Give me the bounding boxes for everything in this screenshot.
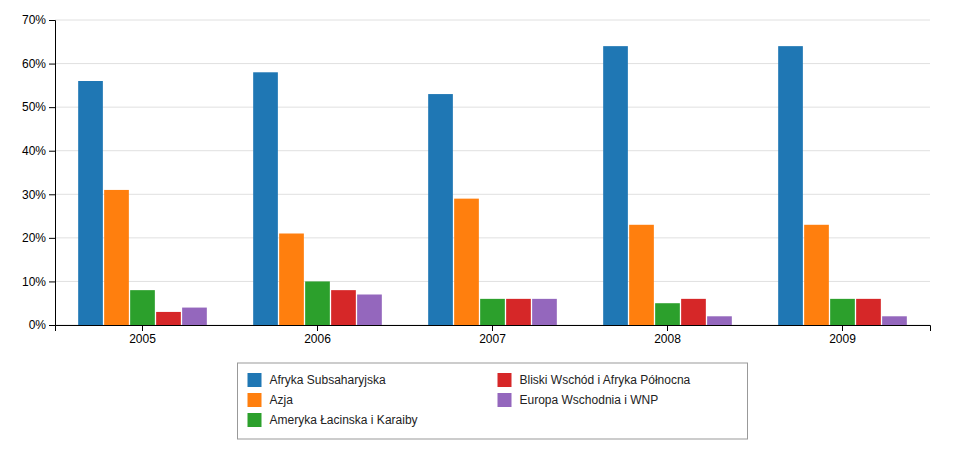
tick: 20%: [22, 231, 55, 245]
tick: 2005: [129, 325, 156, 346]
y-axis: 0% 10% 20% 30% 40% 50% 60% 70%: [22, 13, 56, 332]
x-axis: 2005 2006 2007 2008 2009: [56, 325, 931, 346]
bar: [856, 299, 881, 325]
tick-mark: [49, 107, 55, 108]
bar: [804, 225, 829, 325]
grid: [55, 20, 930, 325]
legend-swatch: [498, 393, 512, 407]
legend-label: Bliski Wschód i Afryka Północna: [520, 373, 691, 387]
tick-mark: [49, 151, 55, 152]
legend: Afryka Subsaharyjska Azja Ameryka Łacinska…: [238, 363, 748, 439]
tick-label: 2006: [304, 332, 331, 346]
bar: [331, 290, 356, 325]
tick-label: 2009: [829, 332, 856, 346]
legend-swatch: [498, 373, 512, 387]
legend-item: Afryka Subsaharyjska: [248, 373, 386, 387]
tick-mark: [842, 325, 843, 331]
legend-item: Europa Wschodnia i WNP: [498, 393, 659, 407]
tick: 0%: [29, 318, 55, 332]
legend-swatch: [248, 393, 262, 407]
bar: [253, 72, 278, 325]
bar: [454, 199, 479, 325]
legend-frame: [238, 363, 748, 439]
tick: 70%: [22, 13, 55, 27]
tick-mark: [49, 238, 55, 239]
tick: 50%: [22, 100, 55, 114]
tick: 2006: [304, 325, 331, 346]
tick: 40%: [22, 144, 55, 158]
tick: 10%: [22, 275, 55, 289]
tick: 60%: [22, 57, 55, 71]
tick-mark: [142, 325, 143, 331]
tick-mark: [49, 325, 55, 326]
tick-label: 2007: [479, 332, 506, 346]
tick: 2009: [829, 325, 856, 346]
legend-label: Afryka Subsaharyjska: [270, 373, 386, 387]
bar-series: [182, 295, 907, 326]
grid-line: [55, 20, 930, 21]
tick-mark: [667, 325, 668, 331]
bar-series: [156, 290, 881, 325]
bars: [78, 46, 907, 325]
tick-label: 2008: [654, 332, 681, 346]
legend-label: Azja: [270, 393, 294, 407]
tick-mark: [492, 325, 493, 331]
bar: [305, 281, 330, 325]
bar: [681, 299, 706, 325]
axis-line: [56, 326, 931, 332]
legend-label: Ameryka Łacinska i Karaiby: [270, 413, 418, 427]
bar-series: [78, 46, 803, 325]
legend-label: Europa Wschodnia i WNP: [520, 393, 659, 407]
bar: [532, 299, 557, 325]
tick-label: 60%: [22, 57, 46, 71]
bar: [480, 299, 505, 325]
legend-swatch: [248, 413, 262, 427]
tick-label: 20%: [22, 231, 46, 245]
tick-label: 30%: [22, 188, 46, 202]
legend-item: Bliski Wschód i Afryka Północna: [498, 373, 691, 387]
tick-label: 2005: [129, 332, 156, 346]
legend-swatch: [248, 373, 262, 387]
tick-mark: [49, 20, 55, 21]
bar: [655, 303, 680, 325]
axis-line: [49, 21, 56, 326]
chart-svg: 2005 2006 2007 2008 2009 0% 10% 20% 30% 40% 50% 60%…: [0, 0, 960, 450]
tick-mark: [317, 325, 318, 331]
bar: [182, 308, 207, 325]
tick-label: 40%: [22, 144, 46, 158]
bar: [707, 316, 732, 325]
bar: [78, 81, 103, 325]
tick-label: 70%: [22, 13, 46, 27]
tick: 2008: [654, 325, 681, 346]
bar-series: [130, 281, 855, 325]
tick-label: 50%: [22, 100, 46, 114]
legend-item: Azja: [248, 393, 294, 407]
plot-area: 2005 2006 2007 2008 2009 0% 10% 20% 30% 40% 50% 60%…: [22, 13, 931, 345]
bar: [603, 46, 628, 325]
chart-container: 2005 2006 2007 2008 2009 0% 10% 20% 30% 40% 50% 60%…: [0, 0, 960, 450]
bar: [778, 46, 803, 325]
tick-mark: [49, 194, 55, 195]
bar: [506, 299, 531, 325]
legend-item: Ameryka Łacinska i Karaiby: [248, 413, 418, 427]
tick-label: 10%: [22, 275, 46, 289]
bar: [279, 234, 304, 326]
bar: [156, 312, 181, 325]
bar: [357, 295, 382, 326]
tick-mark: [49, 281, 55, 282]
bar: [882, 316, 907, 325]
bar-series: [104, 190, 829, 325]
bar: [130, 290, 155, 325]
tick: 30%: [22, 188, 55, 202]
bar: [830, 299, 855, 325]
tick: 2007: [479, 325, 506, 346]
bar: [428, 94, 453, 325]
tick-label: 0%: [29, 318, 47, 332]
bar: [629, 225, 654, 325]
tick-mark: [49, 64, 55, 65]
bar: [104, 190, 129, 325]
